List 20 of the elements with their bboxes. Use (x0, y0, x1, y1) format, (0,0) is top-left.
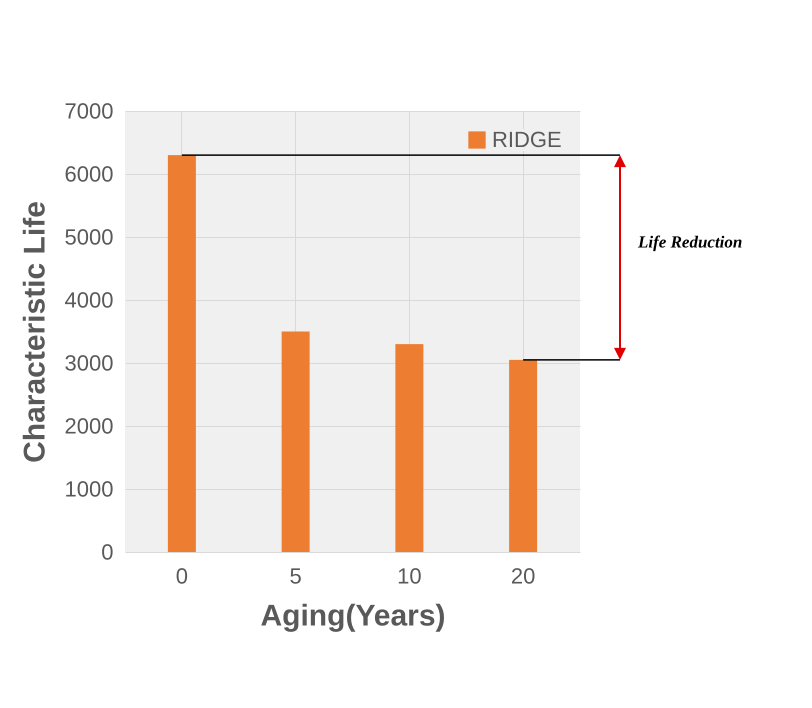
text: Life Reduction (637, 232, 742, 252)
bar (395, 344, 424, 552)
bar (282, 332, 310, 552)
y-tick-label: 5000 (64, 224, 114, 250)
bar (509, 360, 538, 552)
x-tick-label: 5 (290, 564, 302, 588)
x-tick-label: 20 (510, 564, 536, 588)
y-tick-label: 6000 (64, 162, 114, 186)
y-tick-label: 0 (101, 540, 114, 564)
x-tick-label: 10 (397, 564, 422, 588)
bar (168, 155, 196, 552)
legend-label: RIDGE (492, 127, 562, 152)
x-tick-label: 0 (176, 564, 188, 588)
y-axis-title: Characteristic Life (18, 201, 52, 463)
y-tick-label: 3000 (64, 350, 114, 376)
y-tick-label: 1000 (64, 476, 114, 502)
x-axis-title: Aging(Years) (260, 600, 446, 632)
y-tick-label: 7000 (64, 98, 114, 124)
y-tick-label: 2000 (64, 414, 114, 438)
y-tick-label: 4000 (64, 288, 114, 312)
